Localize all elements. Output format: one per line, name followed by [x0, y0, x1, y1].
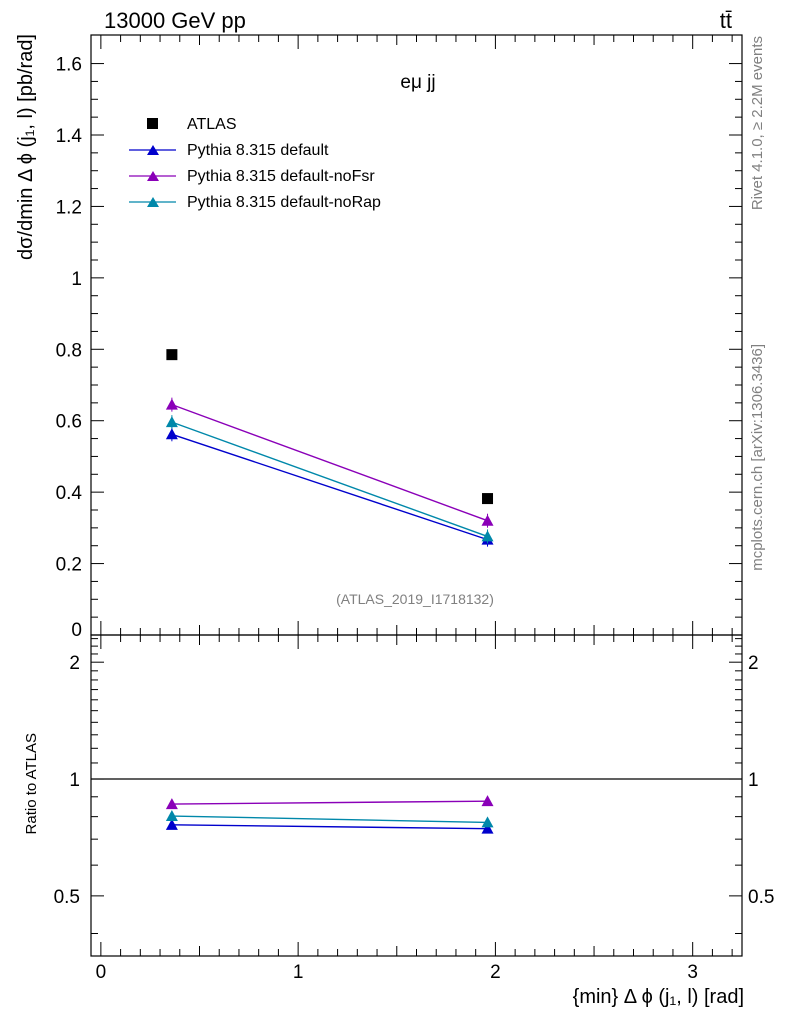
ratio-point-pythia-8-315-default-norap	[481, 816, 494, 828]
ratio-y-tick-label-right: 2	[748, 653, 759, 674]
data-point-pythia-8-315-default-nofsr	[481, 514, 494, 526]
main-y-tick-label: 0.6	[56, 412, 82, 433]
analysis-id-label: (ATLAS_2019_I1718132)	[336, 591, 494, 607]
ratio-panel-frame	[90, 634, 743, 957]
main-y-tick-label: 0.8	[56, 340, 82, 361]
legend-marker-default	[147, 145, 159, 155]
ratio-point-pythia-8-315-default-norap	[165, 810, 178, 822]
main-y-tick-label: 0.2	[56, 555, 82, 576]
ratio-line-pythia-8-315-default-norap	[171, 815, 488, 824]
legend-marker-nofsr	[147, 171, 159, 181]
process-label: tt̄	[720, 8, 732, 33]
data-point-pythia-8-315-default	[165, 428, 178, 440]
ratio-y-tick-label-right: 0.5	[748, 887, 774, 908]
legend-marker-atlas	[147, 118, 158, 129]
legend-marker-norap	[147, 197, 159, 207]
series-line-pythia-8-315-default-nofsr	[171, 403, 488, 522]
ratio-y-axis-title: Ratio to ATLAS	[23, 733, 40, 834]
legend: ATLAS Pythia 8.315 default Pythia 8.315 …	[129, 116, 381, 211]
x-tick-label: 2	[490, 962, 501, 983]
series-line-pythia-8-315-default	[171, 433, 488, 541]
ratio-point-pythia-8-315-default-nofsr	[481, 795, 494, 807]
x-tick-label: 1	[293, 962, 304, 983]
x-tick-label: 3	[687, 962, 698, 983]
legend-label-norap: Pythia 8.315 default-noRap	[187, 194, 381, 211]
ratio-line-pythia-8-315-default	[171, 824, 488, 830]
x-tick-label: 0	[96, 962, 107, 983]
main-y-tick-label: 1.6	[56, 55, 82, 76]
main-y-tick-label: 0.4	[56, 483, 83, 504]
ratio-y-tick-label: 0.5	[54, 887, 80, 908]
data-point-pythia-8-315-default-norap	[481, 530, 494, 542]
data-point-atlas	[166, 349, 178, 361]
main-y-tick-label: 0	[71, 620, 82, 641]
data-point-pythia-8-315-default-nofsr	[165, 398, 178, 410]
data-point-atlas	[482, 493, 494, 505]
ratio-y-tick-label: 1	[69, 770, 80, 791]
data-point-pythia-8-315-default-norap	[165, 416, 178, 428]
legend-label-nofsr: Pythia 8.315 default-noFsr	[187, 168, 375, 185]
ratio-point-pythia-8-315-default	[481, 822, 494, 834]
main-y-tick-label: 1.4	[56, 126, 83, 147]
mcplots-source-label: mcplots.cern.ch [arXiv:1306.3436]	[749, 344, 766, 571]
main-y-tick-label: 1.2	[56, 197, 82, 218]
legend-label-default: Pythia 8.315 default	[187, 142, 329, 159]
channel-label: eμ jj	[400, 72, 435, 93]
ratio-point-pythia-8-315-default	[165, 818, 178, 830]
main-panel-series	[165, 349, 494, 547]
axis-ticks	[91, 35, 742, 956]
energy-label: 13000 GeV pp	[104, 8, 246, 33]
ratio-y-tick-label: 2	[69, 653, 80, 674]
axis-tick-labels: 0 0.2 0.4 0.6 0.8 1 1.2 1.4 1.6 0 1 2 3 0.5 0.5 1 1 2 2	[54, 55, 775, 983]
ratio-y-tick-label-right: 1	[748, 770, 759, 791]
ratio-point-pythia-8-315-default-nofsr	[165, 798, 178, 810]
main-y-tick-label: 1	[71, 269, 82, 290]
main-y-axis-title: dσ/dmin Δ ϕ (j₁, l) [pb/rad]	[15, 34, 37, 260]
rivet-version-label: Rivet 4.1.0, ≥ 2.2M events	[749, 36, 766, 210]
series-line-pythia-8-315-default-norap	[171, 421, 488, 538]
legend-label-atlas: ATLAS	[187, 116, 237, 133]
x-axis-title: {min} Δ ϕ (j₁, l) [rad]	[573, 986, 744, 1008]
ratio-line-pythia-8-315-default-nofsr	[171, 800, 488, 805]
ratio-panel-series	[91, 778, 742, 834]
